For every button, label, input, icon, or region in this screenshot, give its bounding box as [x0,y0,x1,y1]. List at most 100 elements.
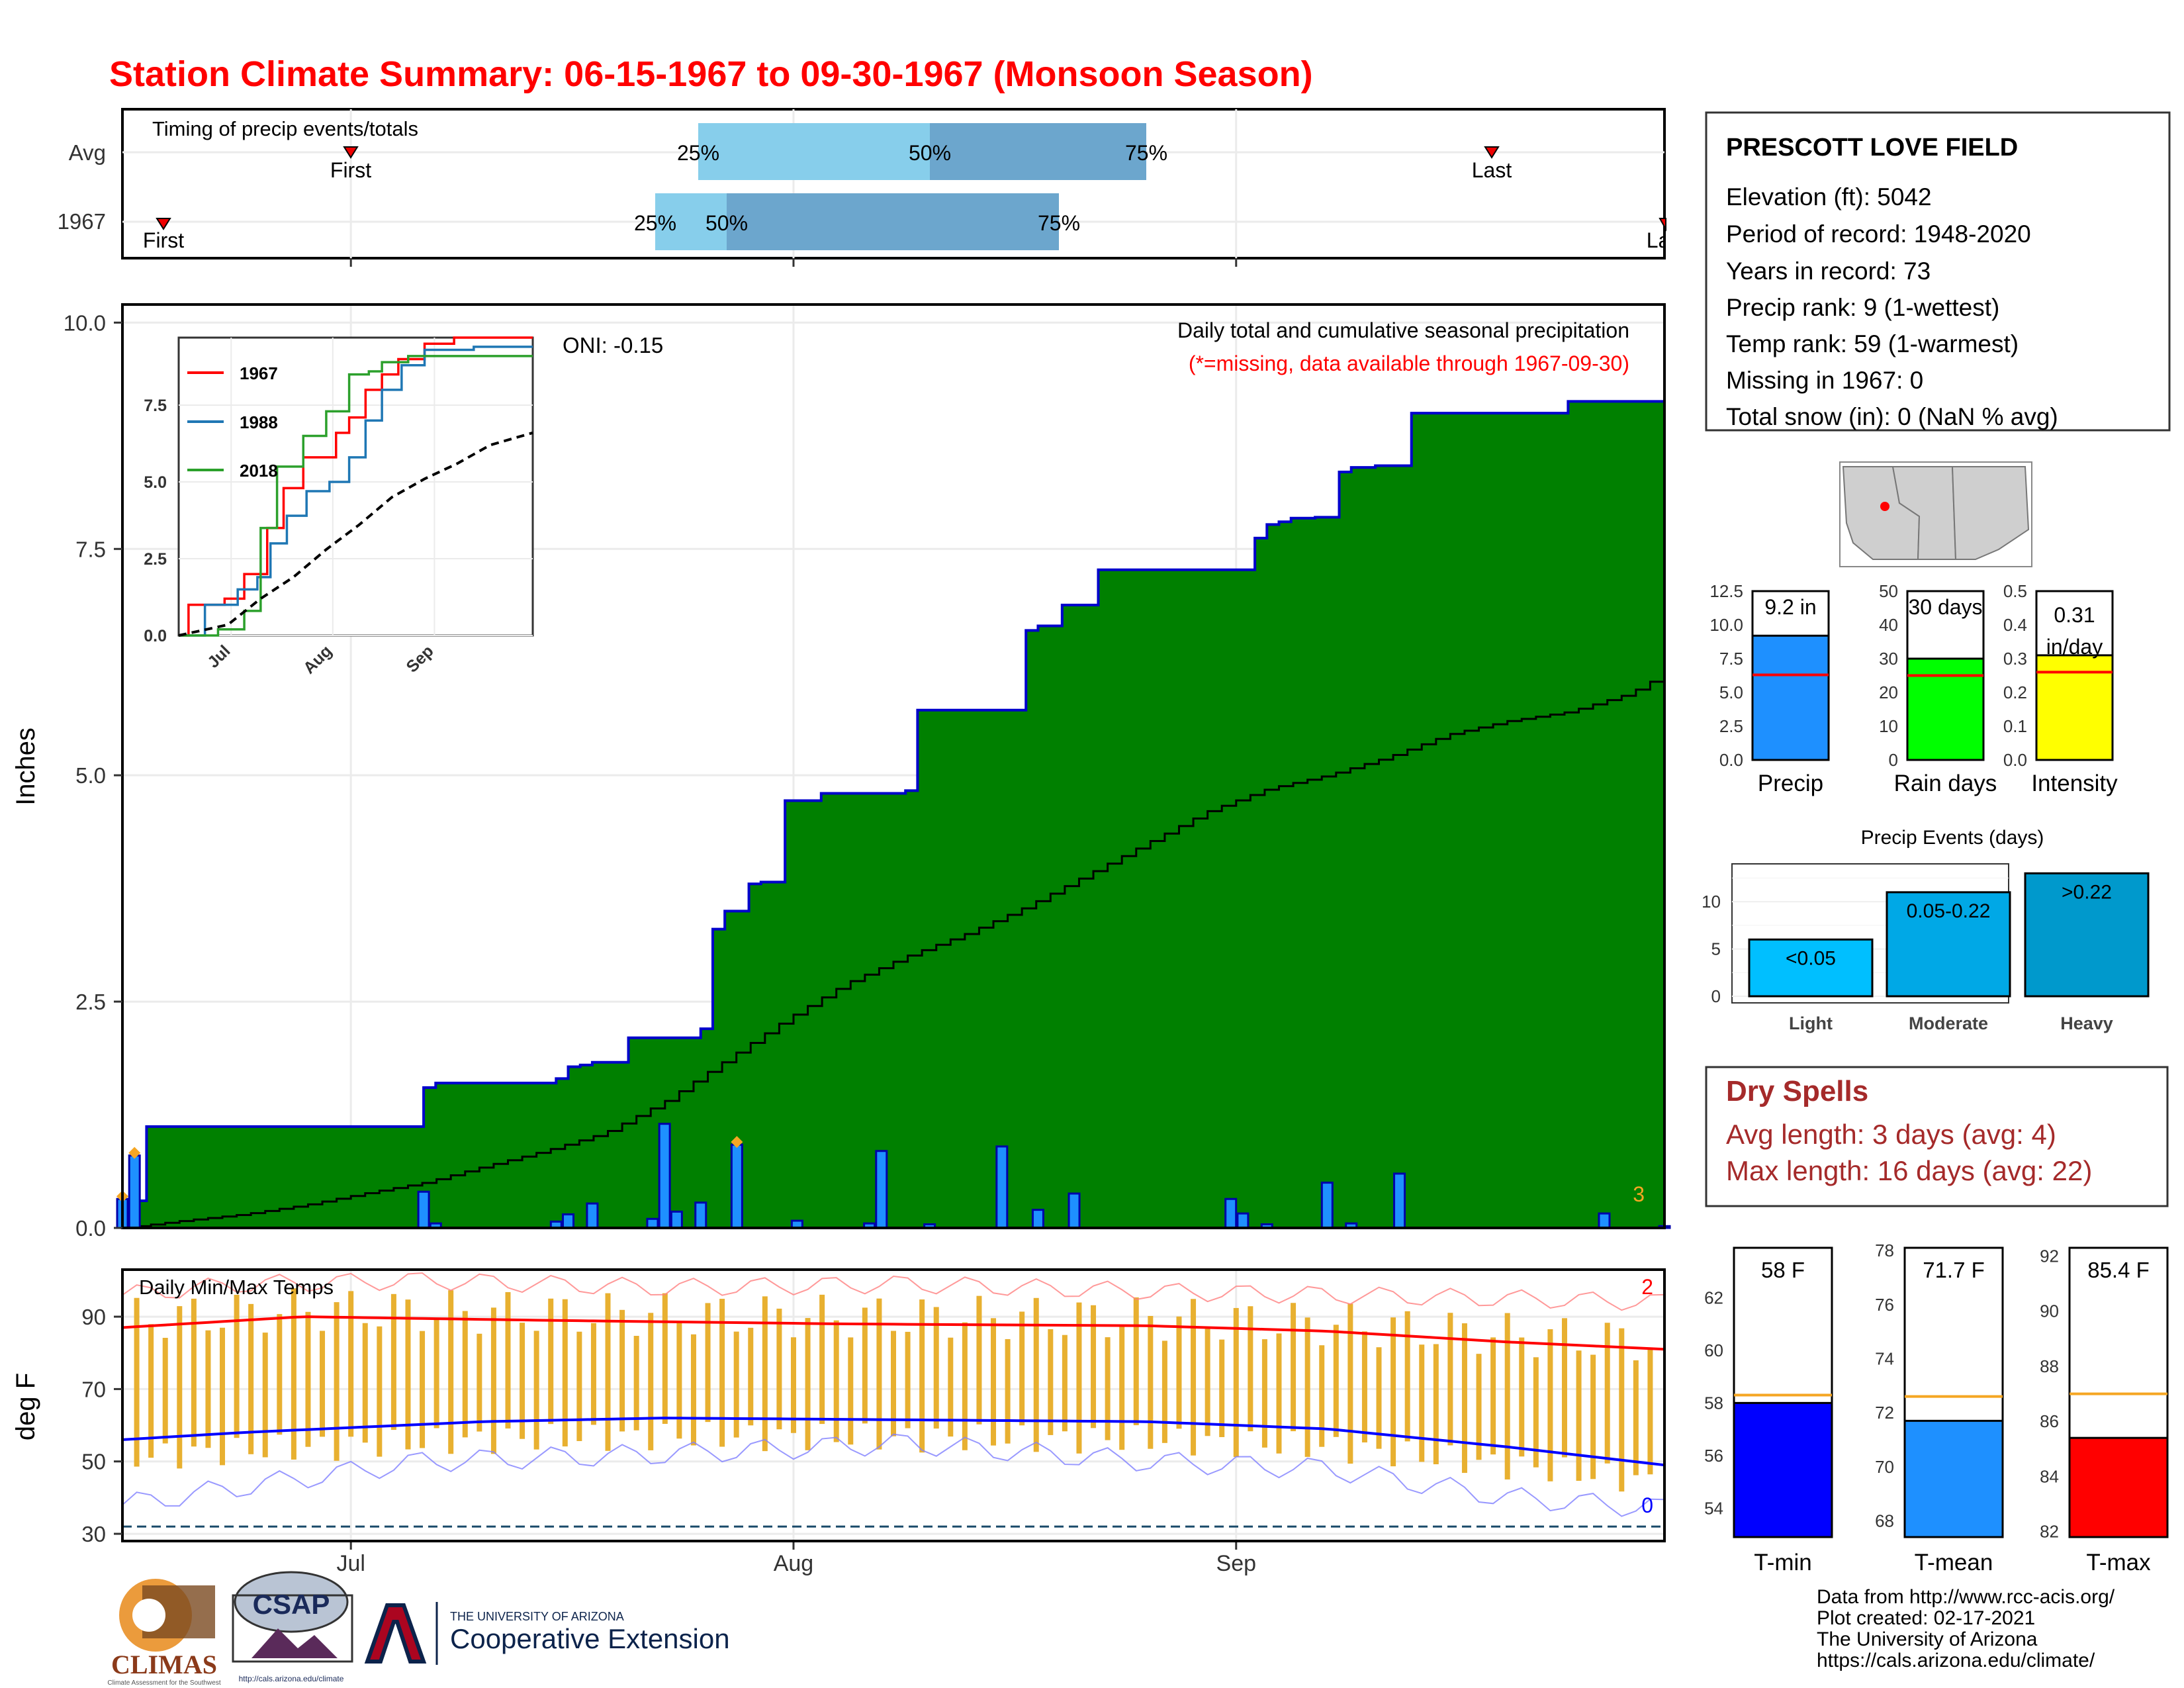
daily-temp-range-bar [291,1288,296,1460]
university-of-arizona-logo: THE UNIVERSITY OF ARIZONA Cooperative Ex… [364,1602,730,1665]
temp-summary-bar-t-mean [1903,1419,2004,1538]
daily-temp-range-bar [1319,1345,1325,1447]
temp-summary-value-label: 58 F [1761,1258,1805,1282]
daily-temp-range-bar [390,1293,396,1430]
station-snow: Total snow (in): 0 (NaN % avg) [1726,403,2058,430]
temp-panel: 30 50 70 90 Daily Min/Max Temps 2 0 deg F J… [11,1268,1666,1576]
cumulative-1967-line [122,395,1666,1228]
event-bar-light [1748,938,1874,998]
csap-url: http://cals.arizona.edu/climate [239,1674,344,1683]
summary-bar-charts: 0.0 2.5 5.0 7.5 10.0 12.5 Precip 0 10 20 30 40 50 Rai… [1709,581,2118,796]
event-bar-heavy [2024,872,2150,998]
temp-summary-x-label: T-mean [1915,1550,1993,1575]
temp-y-axis-label: deg F [11,1373,40,1440]
summary-y-tick-label: 50 [1879,581,1898,601]
summary-y-tick-label: 0.3 [2003,649,2027,669]
timing-title: Timing of precip events/totals [152,117,418,140]
dry-spells-title: Dry Spells [1726,1075,1868,1107]
y1967-q25-label: 25% [634,211,676,235]
daily-temp-range-bar [1219,1339,1225,1437]
daily-precip-bar [1224,1197,1238,1229]
summary-y-tick-label: 0.4 [2003,615,2027,635]
daily-temp-range-bar [148,1324,154,1458]
missing-data-marker [731,1136,743,1149]
daily-temp-range-bar [1447,1313,1453,1446]
csap-logo: CSAP http://cals.arizona.edu/climate [232,1571,353,1683]
daily-temp-range-bar [1619,1328,1625,1492]
daily-temp-range-bar [477,1333,482,1432]
daily-temp-range-bar [1033,1297,1039,1452]
temp-summary-y-tick-label: 92 [2040,1246,2059,1266]
station-precip-rank: Precip rank: 9 (1-wettest) [1726,294,1999,321]
credit-line-2: Plot created: 02-17-2021 [1817,1607,2035,1629]
daily-precip-bar [646,1217,659,1229]
record-high-line [122,1272,1665,1311]
daily-temp-range-bar [262,1333,268,1458]
daily-temp-range-bar [320,1331,326,1437]
daily-temp-range-bar [876,1298,882,1450]
daily-temp-range-bar [862,1307,868,1424]
y1967-last-marker [1659,218,1666,232]
precip-y-tick-label: 7.5 [75,537,106,561]
temp-summary-y-tick-label: 58 [1704,1393,1723,1413]
daily-temp-range-bar [377,1326,383,1457]
y1967-q75-label: 75% [1038,211,1080,235]
y1967-first-label: First [143,228,184,252]
daily-temp-range-bar [405,1299,411,1450]
event-bar-label: 0.05-0.22 [1907,900,1991,922]
inset-series-1967 [179,336,533,637]
inset-y-tick-label: 5.0 [144,473,167,492]
temp-summary-value-label: 71.7 F [1923,1258,1985,1282]
daily-temp-range-bar [976,1295,982,1425]
daily-temp-range-bar [705,1303,711,1423]
daily-temp-range-bar [248,1303,254,1454]
daily-temp-range-bar [1347,1303,1353,1464]
daily-temp-range-bar [462,1311,468,1438]
daily-temp-range-bar [948,1337,954,1437]
summary-y-tick-label: 20 [1879,682,1898,702]
daily-temp-range-bar [1433,1344,1439,1464]
precip-y-axis-label: Inches [11,727,40,806]
cumulative-1967-area [122,395,1664,1229]
summary-bar-rain-days [1906,657,1985,761]
event-x-label: Moderate [1909,1013,1988,1033]
avg-q25-q50-bar [698,123,930,180]
daily-temp-range-bar [633,1336,639,1430]
avg-q25-label: 25% [677,141,719,165]
summary-bar-label: 30 days [1908,595,1982,619]
station-location-dot [1880,502,1889,511]
event-bar-moderate [1886,891,2011,998]
summary-y-tick-label: 2.5 [1719,716,1743,736]
daily-temp-range-bar [1490,1337,1496,1455]
daily-temp-range-bar [1161,1340,1167,1443]
precip-y-tick-label: 10.0 [64,310,106,335]
daily-temp-range-bar [505,1291,511,1429]
daily-temp-range-bar [1048,1329,1054,1435]
daily-temp-range-bar [1091,1305,1097,1429]
temp-y-tick-label: 70 [81,1377,106,1401]
daily-precip-bar [1598,1212,1611,1229]
temp-summary-y-tick-label: 82 [2040,1522,2059,1542]
timing-row-1967: 1967 [58,209,106,234]
figure-title: Station Climate Summary: 06-15-1967 to 0… [109,54,1313,94]
daily-temp-range-bar [1205,1329,1210,1436]
month-label-Aug: Aug [774,1551,814,1576]
daily-temp-range-bar [833,1320,839,1442]
daily-precip-bar [730,1143,743,1229]
daily-temp-range-bar [1276,1333,1282,1454]
event-x-label: Heavy [2060,1013,2113,1033]
daily-precip-bar [658,1123,671,1229]
temp-summary-y-tick-label: 76 [1875,1295,1894,1315]
daily-temp-range-bar [162,1338,168,1444]
daily-temp-range-bar [1533,1357,1539,1468]
temp-summary-y-tick-label: 88 [2040,1356,2059,1376]
daily-temp-range-bar [676,1321,682,1439]
avg-max-temp-line [122,1315,1665,1351]
daily-precip-bar [1031,1209,1044,1229]
daily-temp-range-bar [605,1293,611,1451]
event-x-label: Light [1789,1013,1833,1033]
daily-temp-range-bar [805,1318,811,1450]
daily-temp-range-bar [1176,1316,1182,1429]
daily-temp-range-bar [662,1293,668,1424]
daily-temp-range-bar [205,1330,211,1448]
